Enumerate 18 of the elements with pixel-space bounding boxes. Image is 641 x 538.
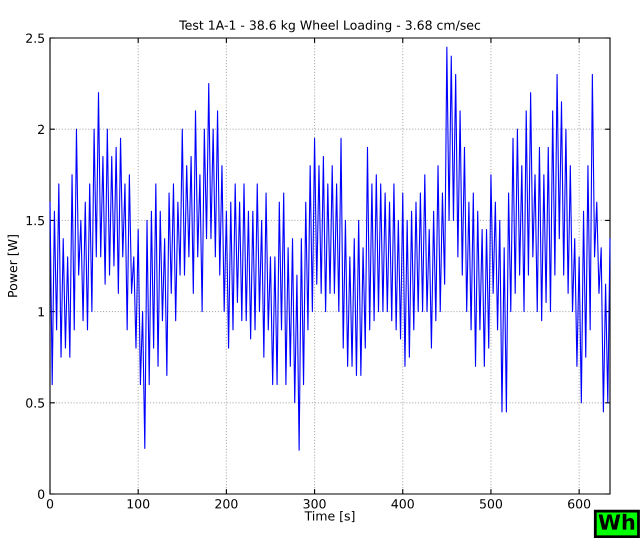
- y-tick-label: 0: [38, 489, 44, 499]
- x-tick-label: 0: [46, 499, 54, 509]
- y-tick-label: 0.5: [26, 398, 44, 408]
- text: Wh: [598, 514, 634, 530]
- y-tick-label: 1: [38, 307, 44, 316]
- line-series: [49, 46, 611, 451]
- x-tick-label: 100: [128, 499, 150, 509]
- x-tick-label: 600: [568, 499, 590, 509]
- y-tick-label: 2.5: [26, 33, 44, 43]
- x-tick-label: 500: [480, 499, 502, 509]
- chart-title: Test 1A-1 - 38.6 kg Wheel Loading - 3.68 cm/sec: [179, 20, 480, 32]
- x-axis-title: Time [s]: [304, 510, 354, 522]
- y-tick-label: 2: [38, 124, 44, 134]
- x-tick-label: 200: [215, 499, 238, 509]
- x-tick-label: 300: [304, 499, 326, 509]
- y-tick-label: 1.5: [26, 216, 44, 226]
- y-axis-title: Power [W]: [8, 235, 19, 297]
- x-tick-label: 400: [391, 499, 414, 509]
